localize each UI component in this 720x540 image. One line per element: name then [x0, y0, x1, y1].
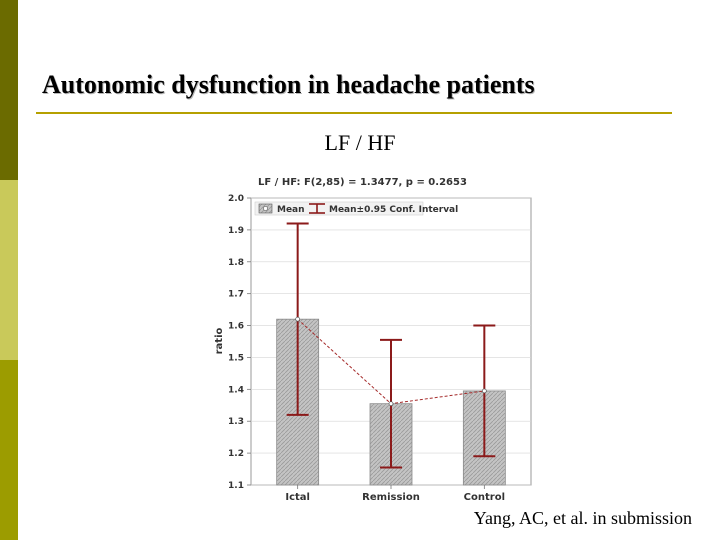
- legend-box: [254, 201, 424, 216]
- mean-marker: [388, 401, 394, 407]
- y-axis-label: ratio: [214, 327, 225, 354]
- y-tick-label: 1.6: [228, 322, 244, 332]
- error-bars: [286, 222, 496, 469]
- side-bar-light: [0, 180, 18, 360]
- legend-ci-label: Mean±0.95 Conf. Interval: [329, 205, 458, 215]
- legend-mean-marker: [263, 206, 268, 211]
- x-tick-label: Ictal: [285, 492, 310, 503]
- y-tick-label: 1.7: [228, 290, 244, 300]
- slide-title: Autonomic dysfunction in headache patien…: [42, 70, 535, 99]
- y-tick-label: 2.0: [228, 194, 244, 204]
- y-axis: 1.1 1.2 1.3 1.4 1.5 1.6 1.7 1.8 1.9 2.0: [228, 194, 251, 491]
- y-tick-label: 1.4: [228, 385, 244, 395]
- y-tick-label: 1.8: [228, 258, 244, 268]
- legend: Mean Mean±0.95 Conf. Interval: [254, 201, 458, 216]
- y-tick-label: 1.2: [228, 449, 244, 459]
- slide-subtitle: LF / HF: [324, 130, 396, 155]
- y-tick-label: 1.1: [228, 481, 244, 491]
- citation-caption: Yang, AC, et al. in submission: [473, 508, 692, 528]
- legend-mean-label: Mean: [277, 205, 305, 215]
- chart: LF / HF: F(2,85) = 1.3477, p = 0.2653 1.…: [214, 177, 532, 503]
- x-tick-label: Remission: [362, 492, 420, 503]
- side-bar-mid: [0, 360, 18, 540]
- title-rule: [36, 112, 672, 114]
- y-tick-label: 1.5: [228, 353, 244, 363]
- chart-title: LF / HF: F(2,85) = 1.3477, p = 0.2653: [258, 177, 467, 188]
- mean-marker: [295, 316, 301, 322]
- mean-marker: [481, 388, 487, 394]
- x-axis: Ictal Remission Control: [285, 485, 505, 503]
- y-tick-label: 1.9: [228, 226, 244, 236]
- side-bar-dark: [0, 0, 18, 180]
- y-tick-label: 1.3: [228, 417, 244, 427]
- x-tick-label: Control: [464, 492, 505, 503]
